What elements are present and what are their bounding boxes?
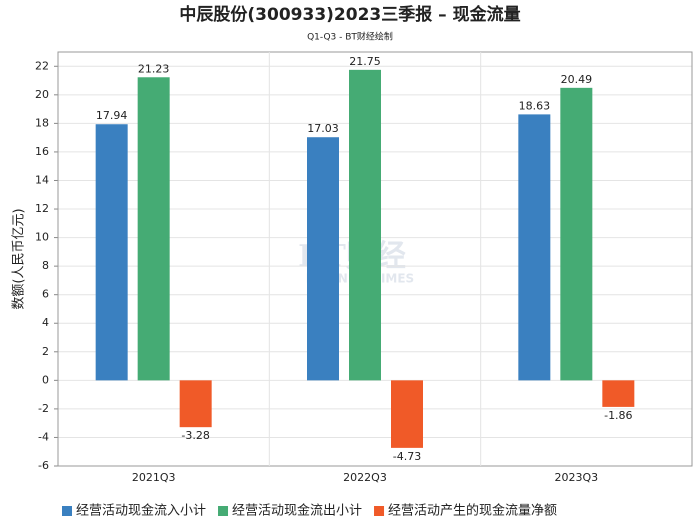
plot-frame xyxy=(57,51,693,467)
x-tick-label: 2021Q3 xyxy=(132,471,176,484)
y-tick-label: -6 xyxy=(38,459,49,472)
x-tick-label: 2023Q3 xyxy=(555,471,599,484)
bar xyxy=(95,124,128,381)
bar xyxy=(602,380,635,407)
y-tick-label: 2 xyxy=(42,345,49,358)
legend-label: 经营活动产生的现金流量净额 xyxy=(388,503,557,519)
legend-swatch xyxy=(62,506,72,516)
value-label: -1.86 xyxy=(604,409,632,422)
y-axis-label: 数额(人民币亿元) xyxy=(12,208,27,309)
legend-swatch xyxy=(218,506,229,516)
y-tick-label: 22 xyxy=(35,59,49,72)
y-tick-label: 18 xyxy=(35,116,49,129)
value-label: 20.49 xyxy=(561,73,593,86)
y-tick-label: 6 xyxy=(42,288,49,301)
y-tick-label: 4 xyxy=(42,316,49,329)
legend-label: 经营活动现金流出小计 xyxy=(232,503,362,519)
value-label: 18.63 xyxy=(519,99,551,112)
bar xyxy=(349,69,381,381)
bar xyxy=(560,87,593,381)
value-label: 17.94 xyxy=(96,109,128,122)
value-label: 21.23 xyxy=(138,62,170,75)
value-label: -3.28 xyxy=(181,429,209,442)
bar xyxy=(391,380,423,448)
chart-subtitle: Q1-Q3 - BT财经绘制 xyxy=(307,31,393,43)
legend-swatch xyxy=(374,506,385,516)
y-tick-label: 14 xyxy=(35,173,49,186)
y-tick-label: -2 xyxy=(38,402,49,415)
bar xyxy=(307,137,339,381)
y-tick-label: 0 xyxy=(42,373,49,386)
value-label: 17.03 xyxy=(307,122,339,135)
chart-title: 中辰股份(300933)2023三季报 – 现金流量 xyxy=(179,4,520,25)
y-tick-label: -4 xyxy=(38,430,49,443)
y-tick-label: 12 xyxy=(35,202,49,215)
bar xyxy=(518,114,551,381)
legend-label: 经营活动现金流入小计 xyxy=(76,503,206,519)
bar xyxy=(137,77,170,381)
y-tick-label: 16 xyxy=(35,145,49,158)
bar xyxy=(179,380,212,428)
y-tick-label: 20 xyxy=(35,88,49,101)
y-tick-label: 10 xyxy=(35,231,49,244)
value-label: -4.73 xyxy=(393,450,421,463)
y-tick-label: 8 xyxy=(42,259,49,272)
value-label: 21.75 xyxy=(349,55,381,68)
x-tick-label: 2022Q3 xyxy=(343,471,387,484)
